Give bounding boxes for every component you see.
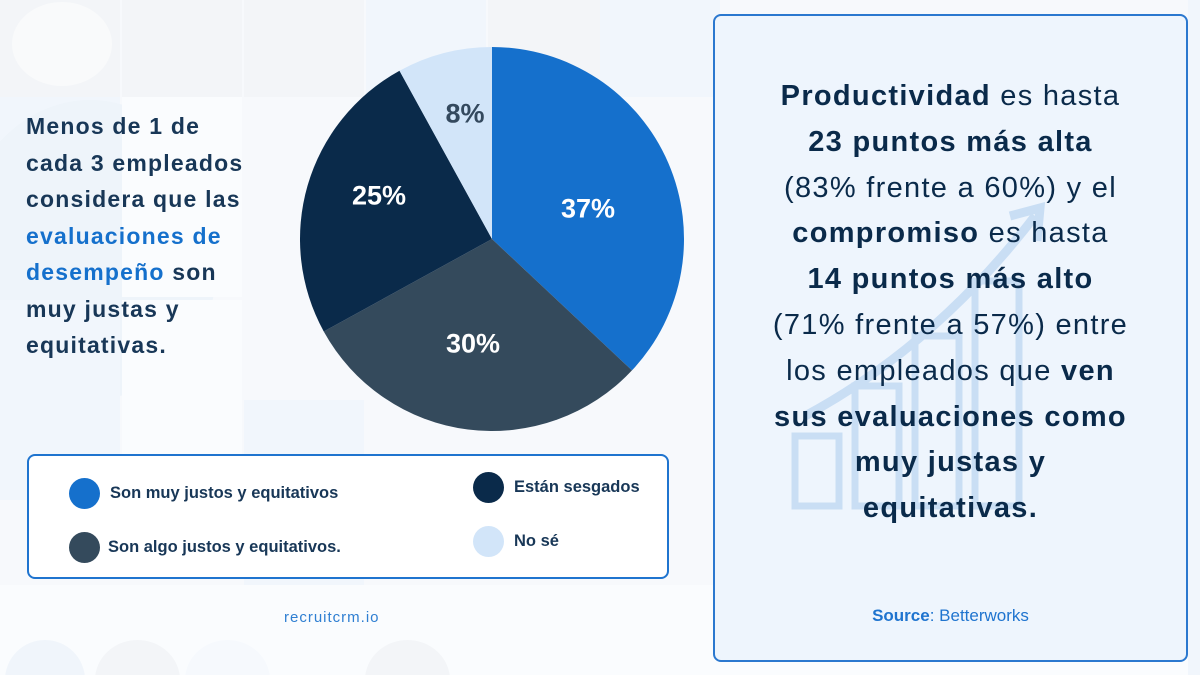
source-label: Source <box>872 606 930 625</box>
pie-chart: 37% 30% 25% 8% <box>299 46 685 432</box>
pie-chart-svg <box>300 47 684 431</box>
stat-text-span: los empleados que <box>786 354 1062 387</box>
stat-figure: 14 puntos más alto <box>807 263 1094 296</box>
headline-highlight: desempeño <box>26 259 165 285</box>
stat-text-span: es hasta <box>979 217 1109 250</box>
slice-dont-know <box>399 47 492 239</box>
legend-swatch <box>473 526 504 557</box>
legend-swatch <box>69 478 100 509</box>
stat-text-bold: equitativas. <box>862 492 1039 525</box>
chart-legend: Son muy justos y equitativos Son algo ju… <box>27 454 669 579</box>
stat-text-bold: sus evaluaciones como <box>774 400 1127 433</box>
headline-highlight: evaluaciones de <box>26 222 222 249</box>
pie-label-somewhat-fair: 30% <box>445 328 501 359</box>
legend-item-dont-know: No sé <box>473 526 559 557</box>
stat-comparison: (71% frente a 57%) entre <box>772 308 1129 341</box>
legend-item-somewhat-fair: Son algo justos y equitativos. <box>69 532 341 563</box>
slice-somewhat-fair <box>323 239 632 431</box>
headline-line: son <box>164 259 217 285</box>
legend-item-very-fair: Son muy justos y equitativos <box>69 478 338 509</box>
pie-label-very-fair: 37% <box>560 193 616 224</box>
legend-item-biased: Están sesgados <box>473 472 640 503</box>
legend-label: Están sesgados <box>514 478 640 496</box>
slice-very-fair <box>492 47 684 371</box>
growth-chart-icon <box>791 201 1046 510</box>
source-citation: Source: Betterworks <box>715 606 1186 626</box>
slice-biased <box>300 70 492 332</box>
headline-line: cada 3 empleados <box>26 149 244 176</box>
stat-text-span: es hasta <box>990 80 1121 112</box>
source-value: : Betterworks <box>929 606 1029 625</box>
legend-swatch <box>473 472 504 503</box>
stat-comparison: (83% frente a 60%) y el <box>784 171 1117 204</box>
stat-text-bold: muy justas y <box>854 446 1047 479</box>
pie-label-biased: 25% <box>351 180 407 211</box>
legend-swatch <box>69 532 100 563</box>
stat-card: Productividad es hasta 23 puntos más alt… <box>713 14 1188 662</box>
brand-url[interactable]: recruitcrm.io <box>284 609 380 626</box>
stat-figure: 23 puntos más alta <box>808 125 1093 158</box>
legend-label: Son muy justos y equitativos <box>110 484 339 502</box>
headline-line: considera que las <box>26 186 241 212</box>
headline-line: muy justas y <box>26 295 180 322</box>
headline: Menos de 1 de cada 3 empleados considera… <box>26 108 286 364</box>
stat-keyword: ven <box>1061 354 1115 387</box>
legend-label: Son algo justos y equitativos. <box>108 538 341 556</box>
stat-text: Productividad es hasta 23 puntos más alt… <box>715 74 1186 532</box>
stat-keyword: compromiso <box>792 217 980 250</box>
stat-keyword: Productividad <box>780 80 991 112</box>
headline-line: equitativas. <box>26 332 167 358</box>
headline-line: Menos de 1 de <box>26 113 201 139</box>
legend-label: No sé <box>514 532 559 550</box>
pie-label-dont-know: 8% <box>445 98 485 129</box>
